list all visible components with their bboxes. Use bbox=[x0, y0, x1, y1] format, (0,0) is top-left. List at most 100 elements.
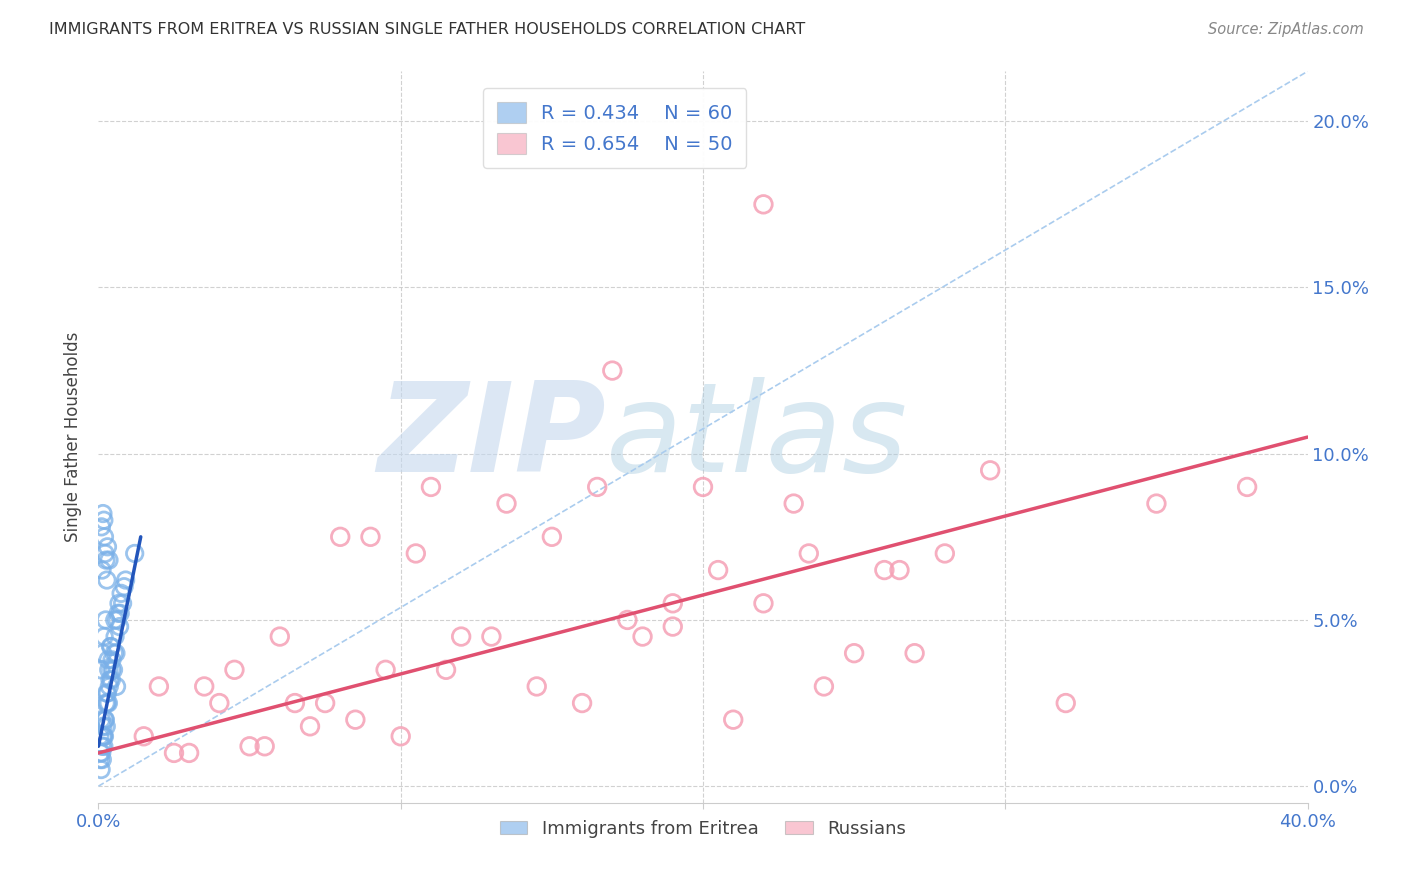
Point bbox=[208, 696, 231, 710]
Point bbox=[481, 630, 503, 644]
Point bbox=[94, 696, 117, 710]
Point bbox=[96, 696, 118, 710]
Point bbox=[90, 763, 112, 777]
Point bbox=[91, 753, 114, 767]
Point bbox=[661, 619, 683, 633]
Point bbox=[93, 729, 115, 743]
Point bbox=[105, 680, 128, 694]
Point bbox=[269, 630, 291, 644]
Point bbox=[89, 729, 111, 743]
Point bbox=[253, 739, 276, 754]
Point bbox=[752, 197, 775, 211]
Point bbox=[93, 513, 115, 527]
Y-axis label: Single Father Households: Single Father Households bbox=[65, 332, 83, 542]
Point bbox=[797, 546, 820, 560]
Point bbox=[90, 746, 112, 760]
Point bbox=[284, 696, 307, 710]
Point bbox=[91, 507, 114, 521]
Point bbox=[94, 553, 117, 567]
Point bbox=[90, 663, 112, 677]
Point bbox=[1054, 696, 1077, 710]
Point bbox=[224, 663, 246, 677]
Point bbox=[91, 563, 114, 577]
Point bbox=[94, 613, 117, 627]
Point bbox=[93, 739, 115, 754]
Point bbox=[90, 746, 112, 760]
Point bbox=[723, 713, 745, 727]
Point bbox=[979, 463, 1001, 477]
Point bbox=[94, 713, 117, 727]
Point bbox=[193, 680, 215, 694]
Point bbox=[661, 596, 683, 610]
Point bbox=[91, 719, 114, 733]
Point bbox=[813, 680, 835, 694]
Point bbox=[360, 530, 382, 544]
Point bbox=[389, 729, 412, 743]
Point bbox=[90, 713, 112, 727]
Point bbox=[100, 640, 122, 654]
Point bbox=[495, 497, 517, 511]
Point bbox=[420, 480, 443, 494]
Point bbox=[132, 729, 155, 743]
Point bbox=[526, 680, 548, 694]
Text: ZIP: ZIP bbox=[378, 376, 606, 498]
Point bbox=[405, 546, 427, 560]
Point bbox=[114, 573, 136, 587]
Point bbox=[103, 646, 125, 660]
Point bbox=[631, 630, 654, 644]
Point bbox=[103, 663, 125, 677]
Point bbox=[96, 540, 118, 554]
Point bbox=[104, 613, 127, 627]
Point bbox=[111, 596, 134, 610]
Point bbox=[96, 719, 118, 733]
Point bbox=[374, 663, 396, 677]
Point bbox=[752, 596, 775, 610]
Text: atlas: atlas bbox=[606, 376, 908, 498]
Point bbox=[96, 573, 118, 587]
Point bbox=[98, 553, 121, 567]
Point bbox=[450, 630, 472, 644]
Point bbox=[108, 596, 131, 610]
Point bbox=[97, 696, 120, 710]
Point bbox=[108, 619, 131, 633]
Point bbox=[873, 563, 896, 577]
Text: IMMIGRANTS FROM ERITREA VS RUSSIAN SINGLE FATHER HOUSEHOLDS CORRELATION CHART: IMMIGRANTS FROM ERITREA VS RUSSIAN SINGL… bbox=[49, 22, 806, 37]
Point bbox=[148, 680, 170, 694]
Point bbox=[112, 580, 135, 594]
Point bbox=[299, 719, 322, 733]
Point bbox=[1146, 497, 1168, 511]
Point bbox=[108, 607, 131, 621]
Point bbox=[344, 713, 367, 727]
Point bbox=[93, 530, 115, 544]
Point bbox=[179, 746, 201, 760]
Point bbox=[93, 630, 115, 644]
Point bbox=[96, 686, 118, 700]
Point bbox=[1236, 480, 1258, 494]
Point bbox=[934, 546, 956, 560]
Point bbox=[89, 753, 111, 767]
Point bbox=[100, 663, 122, 677]
Point bbox=[98, 680, 121, 694]
Point bbox=[110, 586, 132, 600]
Point bbox=[100, 640, 122, 654]
Point bbox=[94, 713, 117, 727]
Point bbox=[314, 696, 336, 710]
Point bbox=[104, 630, 127, 644]
Point bbox=[96, 686, 118, 700]
Point bbox=[904, 646, 927, 660]
Point bbox=[101, 653, 124, 667]
Point bbox=[571, 696, 593, 710]
Point bbox=[783, 497, 806, 511]
Point bbox=[104, 646, 127, 660]
Point bbox=[97, 663, 120, 677]
Point bbox=[692, 480, 714, 494]
Point bbox=[124, 546, 146, 560]
Point bbox=[163, 746, 186, 760]
Point bbox=[707, 563, 730, 577]
Point bbox=[616, 613, 638, 627]
Point bbox=[844, 646, 866, 660]
Text: Source: ZipAtlas.com: Source: ZipAtlas.com bbox=[1208, 22, 1364, 37]
Point bbox=[90, 520, 112, 534]
Point bbox=[107, 607, 129, 621]
Point bbox=[602, 363, 624, 377]
